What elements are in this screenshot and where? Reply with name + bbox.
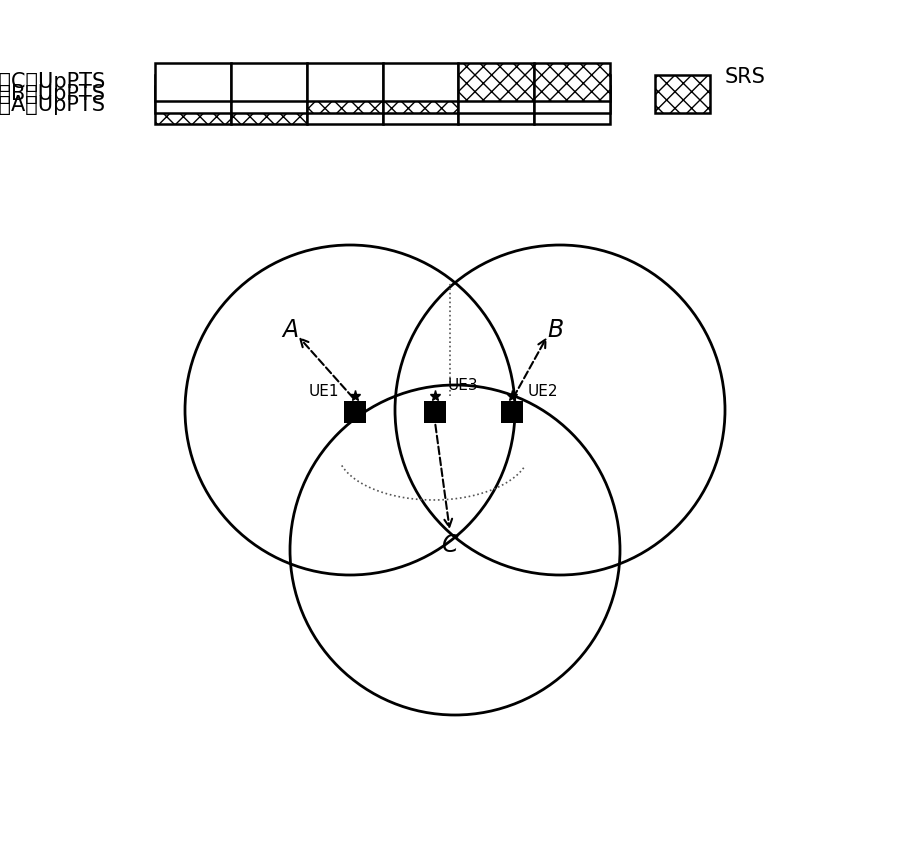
- Bar: [307, 75, 382, 112]
- Bar: [307, 86, 382, 123]
- Bar: [534, 63, 610, 100]
- Bar: [655, 75, 710, 112]
- Bar: [155, 86, 231, 123]
- Bar: [382, 86, 459, 123]
- Text: 基站B的UpPTS: 基站B的UpPTS: [0, 83, 105, 104]
- Text: 基站A的UpPTS: 基站A的UpPTS: [0, 94, 105, 115]
- Bar: [382, 63, 459, 100]
- Text: 基站C的UpPTS: 基站C的UpPTS: [0, 71, 105, 92]
- Text: UE1: UE1: [309, 384, 339, 399]
- Text: A: A: [282, 318, 298, 342]
- Bar: [307, 63, 382, 100]
- Text: B: B: [547, 318, 563, 342]
- Text: C: C: [442, 533, 459, 557]
- Bar: [231, 63, 307, 100]
- Bar: [459, 63, 534, 100]
- Bar: [424, 401, 446, 423]
- Text: UE2: UE2: [528, 384, 558, 399]
- Bar: [344, 401, 366, 423]
- Bar: [459, 86, 534, 123]
- Bar: [382, 75, 459, 112]
- Bar: [501, 401, 523, 423]
- Text: UE3: UE3: [448, 378, 479, 393]
- Bar: [231, 75, 307, 112]
- Bar: [459, 75, 534, 112]
- Bar: [534, 75, 610, 112]
- Bar: [155, 75, 231, 112]
- Bar: [231, 86, 307, 123]
- Bar: [155, 63, 231, 100]
- Text: SRS: SRS: [725, 67, 766, 87]
- Bar: [534, 86, 610, 123]
